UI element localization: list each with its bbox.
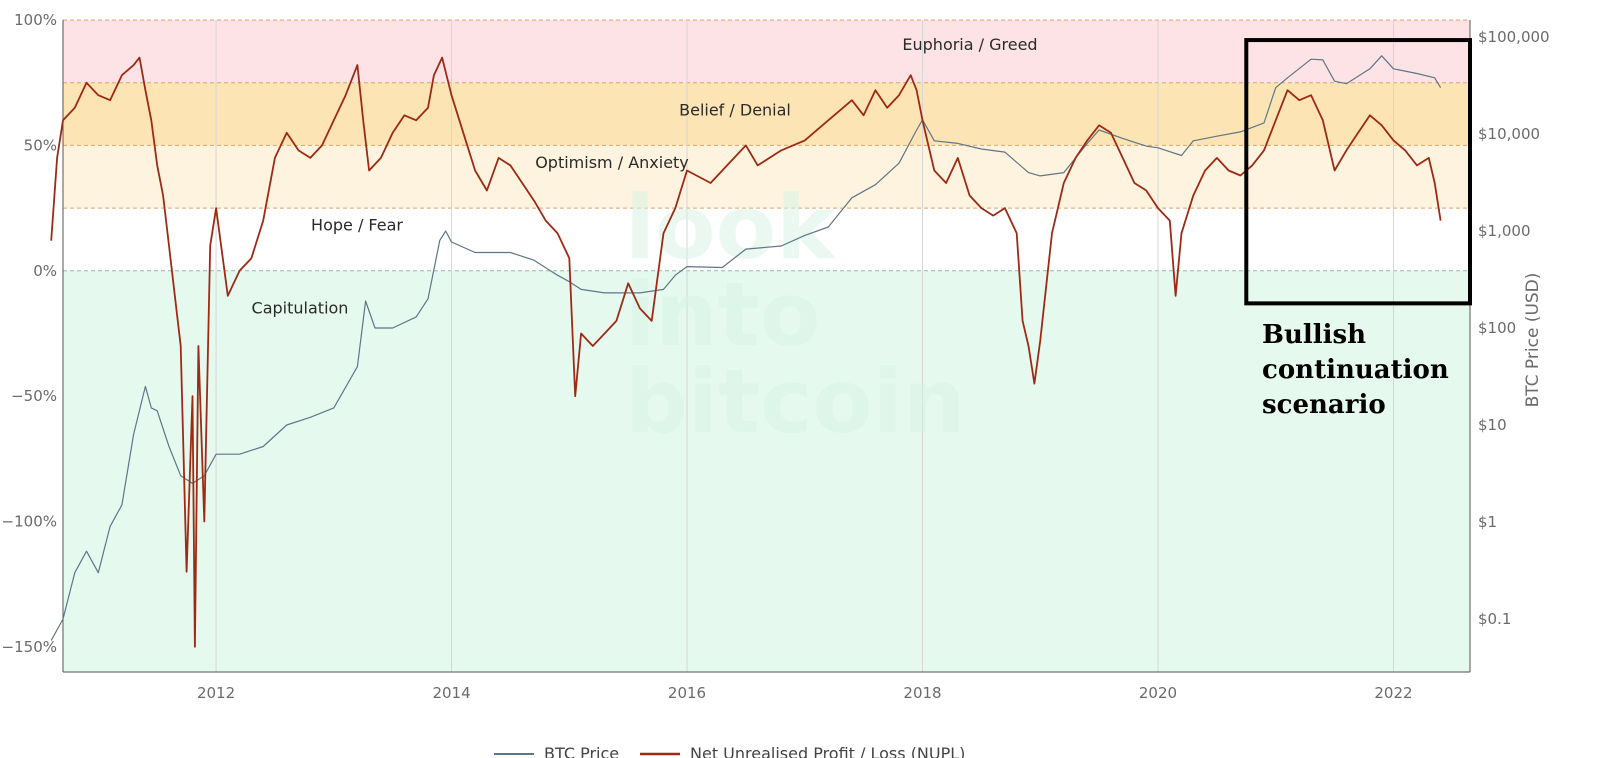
y-right-tick-label: $1 [1478, 513, 1497, 531]
annotation-line-3: scenario [1262, 390, 1386, 420]
y-left-tick-label: −100% [2, 513, 57, 531]
x-axis-ticks: 2012 2014 2016 2018 2020 2022 [197, 684, 1413, 702]
legend: BTC Price Net Unrealised Profit / Loss (… [494, 744, 965, 758]
x-tick-label: 2014 [432, 684, 470, 702]
btc-price-line [50, 55, 1442, 641]
zone-band [63, 20, 1470, 83]
legend-label-nupl: Net Unrealised Profit / Loss (NUPL) [690, 744, 965, 758]
x-tick-label: 2018 [903, 684, 941, 702]
zone-band [63, 270, 1470, 672]
grid-lines [62, 19, 1471, 673]
zone-band [63, 145, 1470, 209]
right-axis-title: BTC Price (USD) [1523, 273, 1543, 408]
zone-label: Optimism / Anxiety [535, 153, 689, 172]
sentiment-zones [63, 20, 1470, 672]
nupl-line [50, 56, 1442, 648]
zone-labels: Euphoria / Greed Belief / Denial Optimism … [252, 35, 1038, 317]
y-left-tick-label: −50% [11, 387, 57, 405]
y-right-tick-label: $100,000 [1478, 28, 1550, 46]
watermark-line-3: bitcoin [625, 350, 966, 453]
y-right-tick-label: $10 [1478, 416, 1507, 434]
annotation-box [1244, 38, 1472, 306]
y-left-tick-label: −150% [2, 638, 57, 656]
zone-band [63, 208, 1470, 271]
left-axis-ticks: 100% 50% 0% −50% −100% −150% [2, 11, 57, 656]
annotation: Bullish continuation scenario [1244, 38, 1472, 420]
series-lines [50, 55, 1442, 648]
y-right-tick-label: $100 [1478, 319, 1516, 337]
annotation-line-2: continuation [1262, 355, 1449, 385]
y-left-tick-label: 100% [14, 11, 57, 29]
zone-label: Capitulation [252, 298, 349, 317]
legend-label-btc: BTC Price [544, 744, 619, 758]
x-tick-label: 2012 [197, 684, 235, 702]
x-tick-label: 2020 [1139, 684, 1177, 702]
zone-label: Euphoria / Greed [902, 35, 1037, 54]
zone-band [63, 82, 1470, 146]
zone-label: Hope / Fear [311, 216, 403, 235]
watermark: look into bitcoin [625, 176, 966, 453]
y-right-tick-label: $0.1 [1478, 610, 1511, 628]
right-axis-ticks: $100,000 $10,000 $1,000 $100 $10 $1 $0.1 [1478, 28, 1550, 628]
zone-label: Belief / Denial [679, 100, 791, 119]
y-right-tick-label: $1,000 [1478, 222, 1531, 240]
y-right-tick-label: $10,000 [1478, 125, 1540, 143]
annotation-line-1: Bullish [1262, 320, 1366, 350]
x-tick-label: 2016 [668, 684, 706, 702]
x-tick-label: 2022 [1374, 684, 1412, 702]
y-left-tick-label: 0% [33, 262, 57, 280]
y-left-tick-label: 50% [24, 136, 57, 154]
